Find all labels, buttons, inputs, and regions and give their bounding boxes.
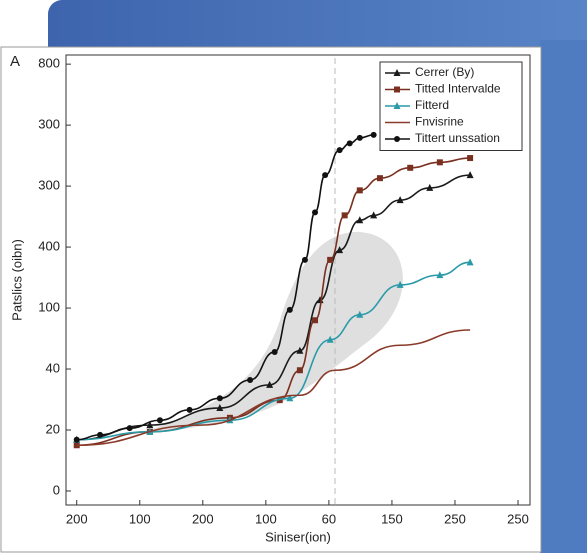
- x-tick-label: 250: [507, 511, 529, 526]
- marker: [97, 431, 104, 438]
- x-tick-label: 60: [322, 511, 336, 526]
- marker: [73, 436, 80, 443]
- legend-label: Titted Intervalde: [415, 82, 501, 96]
- marker: [271, 348, 278, 355]
- series-line: [76, 329, 471, 447]
- y-tick-label: 100: [38, 299, 60, 314]
- marker: [312, 317, 319, 324]
- marker: [356, 187, 363, 194]
- marker: [396, 280, 404, 288]
- x-tick-label: 200: [66, 511, 88, 526]
- marker: [286, 394, 294, 402]
- marker: [296, 367, 303, 374]
- marker: [286, 306, 293, 313]
- marker: [393, 69, 401, 76]
- marker: [146, 421, 154, 429]
- series-line: [76, 261, 471, 441]
- marker: [356, 134, 363, 141]
- marker: [466, 171, 474, 179]
- marker: [436, 159, 443, 166]
- marker: [356, 216, 364, 224]
- marker: [322, 172, 329, 179]
- marker: [393, 102, 401, 109]
- marker: [126, 425, 133, 432]
- marker: [336, 147, 343, 154]
- x-tick-label: 250: [444, 511, 466, 526]
- marker: [370, 211, 378, 219]
- marker: [336, 246, 344, 254]
- marker: [327, 256, 334, 263]
- marker: [326, 335, 334, 343]
- x-axis-label: Siniser(ion): [265, 529, 331, 544]
- y-tick-label: 40: [46, 360, 60, 375]
- marker: [356, 310, 364, 318]
- marker: [216, 404, 224, 412]
- marker: [216, 395, 223, 402]
- marker: [186, 406, 193, 413]
- y-tick-label: 300: [38, 178, 60, 193]
- marker: [467, 155, 474, 162]
- series-line: [76, 134, 374, 441]
- marker: [247, 377, 254, 383]
- marker: [296, 346, 304, 354]
- banner-side: [540, 40, 587, 553]
- y-tick-label: 800: [38, 56, 60, 71]
- legend-label: Tittert unssation: [415, 131, 500, 145]
- marker: [346, 140, 353, 147]
- marker: [266, 380, 274, 388]
- marker: [341, 212, 348, 219]
- legend-label: Fnvisrine: [415, 115, 464, 129]
- y-axis-label: Patslics (oibn): [9, 239, 24, 321]
- legend-label: Cerrer (By): [415, 65, 474, 79]
- marker: [426, 183, 434, 191]
- marker: [436, 271, 444, 279]
- panel-label: A: [10, 53, 20, 70]
- y-tick-label: 20: [46, 421, 60, 436]
- marker: [376, 175, 383, 182]
- marker: [394, 86, 400, 93]
- marker: [407, 164, 414, 171]
- legend-label: Fitterd: [415, 98, 449, 112]
- marker: [276, 397, 283, 404]
- y-tick-label: 0: [53, 482, 60, 497]
- x-tick-label: 200: [192, 511, 214, 526]
- y-tick-label: 400: [38, 239, 60, 254]
- marker: [312, 209, 319, 216]
- marker: [466, 258, 474, 266]
- marker: [394, 136, 400, 142]
- y-tick-label: 300: [38, 117, 60, 132]
- marker: [301, 256, 308, 263]
- x-tick-label: 150: [381, 511, 403, 526]
- confidence-band: [150, 231, 403, 431]
- x-tick-label: 100: [255, 511, 277, 526]
- plot-frame: [65, 54, 531, 506]
- marker: [396, 196, 404, 204]
- x-tick-label: 100: [129, 511, 151, 526]
- marker: [156, 417, 163, 424]
- marker: [370, 131, 377, 138]
